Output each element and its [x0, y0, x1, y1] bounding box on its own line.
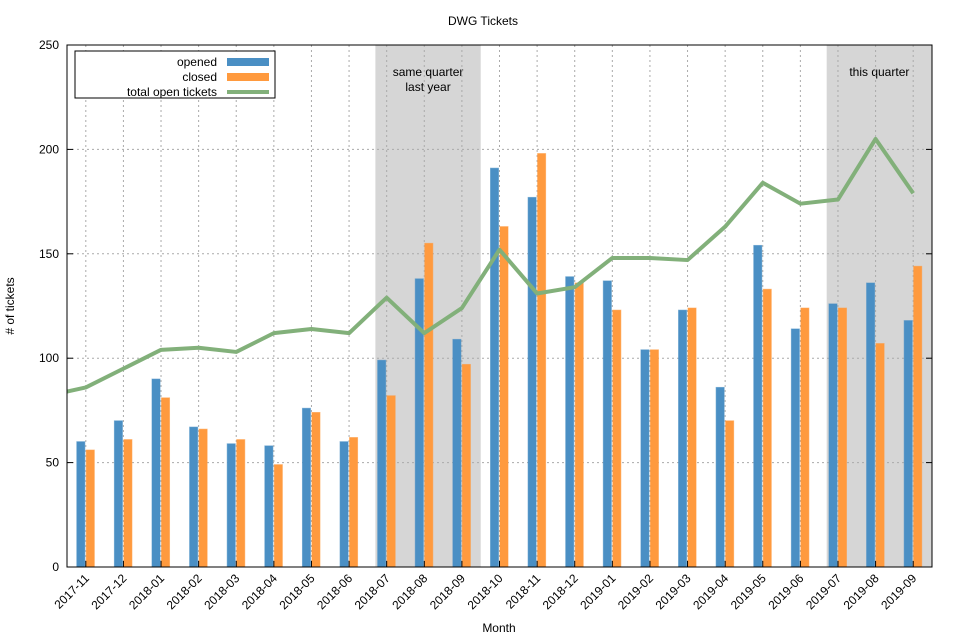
y-tick-label: 150 — [39, 247, 59, 261]
opened-bar — [339, 441, 349, 568]
total-open-line — [66, 136, 915, 394]
x-tick-label: 2019-09 — [878, 571, 919, 612]
x-tick-label: 2019-01 — [577, 571, 618, 612]
opened-bar — [76, 441, 86, 568]
opened-bar — [377, 359, 387, 568]
closed-bar — [762, 288, 772, 568]
x-tick-label: 2019-07 — [803, 571, 844, 612]
legend-label: opened — [177, 55, 217, 69]
closed-bar — [687, 307, 697, 568]
closed-bar — [875, 343, 885, 568]
opened-bar — [828, 303, 838, 568]
closed-bar — [273, 464, 283, 568]
opened-bar — [602, 280, 612, 568]
x-tick-label: 2019-08 — [841, 571, 882, 612]
x-tick-label: 2018-07 — [352, 571, 393, 612]
opened-bar — [753, 244, 763, 568]
x-tick-label: 2018-09 — [427, 571, 468, 612]
x-tick-label: 2018-02 — [164, 571, 205, 612]
x-tick-label: 2019-02 — [615, 571, 656, 612]
legend-label: total open tickets — [127, 85, 217, 99]
chart-title: DWG Tickets — [448, 14, 518, 28]
closed-bar — [311, 411, 321, 568]
y-axis-label: # of tickets — [3, 277, 17, 334]
opened-bar — [565, 276, 575, 568]
x-tick-label: 2018-05 — [277, 571, 318, 612]
x-tick-label: 2018-01 — [126, 571, 167, 612]
closed-bar — [499, 226, 509, 568]
opened-bar — [301, 407, 311, 568]
x-tick-label: 2019-05 — [728, 571, 769, 612]
closed-bar — [800, 307, 810, 568]
closed-bar — [837, 307, 847, 568]
y-tick-label: 200 — [39, 142, 59, 156]
opened-bar — [790, 328, 800, 568]
opened-bar — [527, 196, 537, 568]
x-tick-label: 2018-03 — [201, 571, 242, 612]
opened-bar — [264, 445, 274, 568]
closed-bar — [461, 363, 471, 568]
opened-bar — [226, 443, 236, 568]
opened-bar — [414, 278, 424, 568]
y-tick-label: 50 — [46, 456, 60, 470]
closed-bar — [349, 437, 359, 568]
opened-bar — [678, 309, 688, 568]
closed-bar — [386, 395, 396, 568]
opened-bar — [640, 349, 650, 568]
y-tick-label: 0 — [52, 560, 59, 574]
opened-bar — [715, 386, 725, 568]
highlight-label: this quarter — [849, 65, 909, 79]
closed-bar — [649, 349, 659, 568]
closed-bar — [85, 449, 95, 568]
x-tick-label: 2018-08 — [389, 571, 430, 612]
highlight-label: last year — [405, 80, 450, 94]
closed-bar — [574, 282, 584, 568]
opened-bar — [903, 320, 913, 568]
opened-bar — [490, 167, 499, 568]
closed-bar — [123, 439, 133, 568]
closed-bar — [612, 309, 622, 568]
closed-bar — [161, 397, 171, 568]
x-tick-label: 2019-06 — [765, 571, 806, 612]
opened-bar — [452, 338, 462, 568]
x-tick-label: 2019-03 — [653, 571, 694, 612]
x-tick-label: 2018-04 — [239, 571, 280, 612]
opened-bar — [151, 378, 161, 568]
y-tick-label: 250 — [39, 38, 59, 52]
x-tick-label: 2017-12 — [88, 571, 129, 612]
opened-bar — [866, 282, 876, 568]
opened-bar — [113, 420, 123, 568]
x-tick-label: 2019-04 — [690, 571, 731, 612]
legend-swatch-opened — [227, 58, 269, 66]
closed-bar — [236, 439, 246, 568]
highlight-label: same quarter — [393, 65, 464, 79]
closed-bar — [537, 153, 547, 568]
legend-swatch-closed — [227, 73, 269, 81]
x-tick-label: 2018-10 — [465, 571, 506, 612]
closed-bar — [424, 242, 434, 568]
x-tick-label: 2018-06 — [314, 571, 355, 612]
x-axis-label: Month — [482, 621, 515, 635]
x-tick-label: 2017-11 — [52, 571, 93, 612]
closed-bar — [198, 428, 208, 568]
x-tick-label: 2018-11 — [503, 571, 544, 612]
closed-bar — [725, 420, 735, 568]
closed-bar — [913, 265, 923, 568]
y-tick-label: 100 — [39, 351, 59, 365]
opened-bar — [189, 426, 199, 568]
x-tick-label: 2018-12 — [540, 571, 581, 612]
legend-label: closed — [182, 70, 217, 84]
